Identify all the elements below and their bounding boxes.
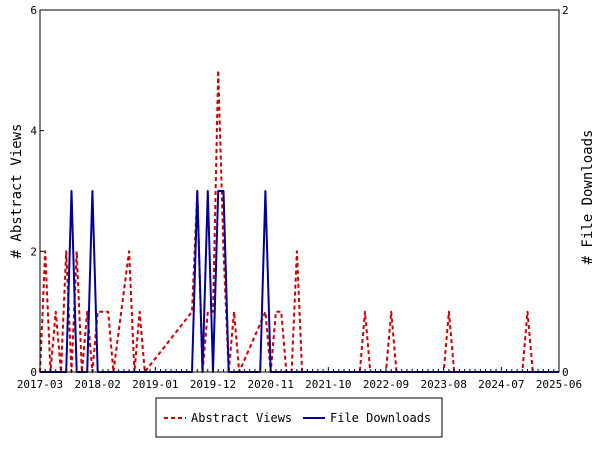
y-axis-title-right: # File Downloads [580,130,596,265]
y-right-tick-label: 0 [562,366,569,379]
x-tick-label: 2025-06 [536,378,582,391]
x-tick-label: 2019-01 [132,378,178,391]
x-tick-label: 2019-12 [190,378,236,391]
x-tick-label: 2020-11 [247,378,293,391]
y-right-tick-label: 2 [562,4,569,17]
y-left-tick-label: 0 [30,366,37,379]
x-tick-label: 2021-10 [305,378,351,391]
x-tick-label: 2018-02 [74,378,120,391]
plot-frame [39,9,560,373]
legend-box [155,397,443,438]
y-left-tick-label: 4 [30,125,37,138]
x-tick-label: 2017-03 [17,378,63,391]
y-left-tick-label: 2 [30,245,37,258]
y-axis-title-left: # Abstract Views [9,124,25,259]
legend: Abstract Views File Downloads [155,397,443,438]
series-line-abstract-views [39,69,559,373]
x-tick-label: 2024-07 [478,378,524,391]
y-left-tick-label: 6 [30,4,37,17]
series-layer [39,69,559,373]
x-tick-label: 2022-09 [363,378,409,391]
legend-label-file-downloads: File Downloads [330,411,431,425]
y-ticks: 0 2 4 6 0 2 [30,4,568,379]
legend-label-abstract-views: Abstract Views [191,411,292,425]
x-tick-label: 2023-08 [420,378,466,391]
x-ticks: 2017-03 2018-02 2019-01 2019-12 2020-11 2021-… [17,367,582,391]
series-line-file-downloads [40,190,559,373]
